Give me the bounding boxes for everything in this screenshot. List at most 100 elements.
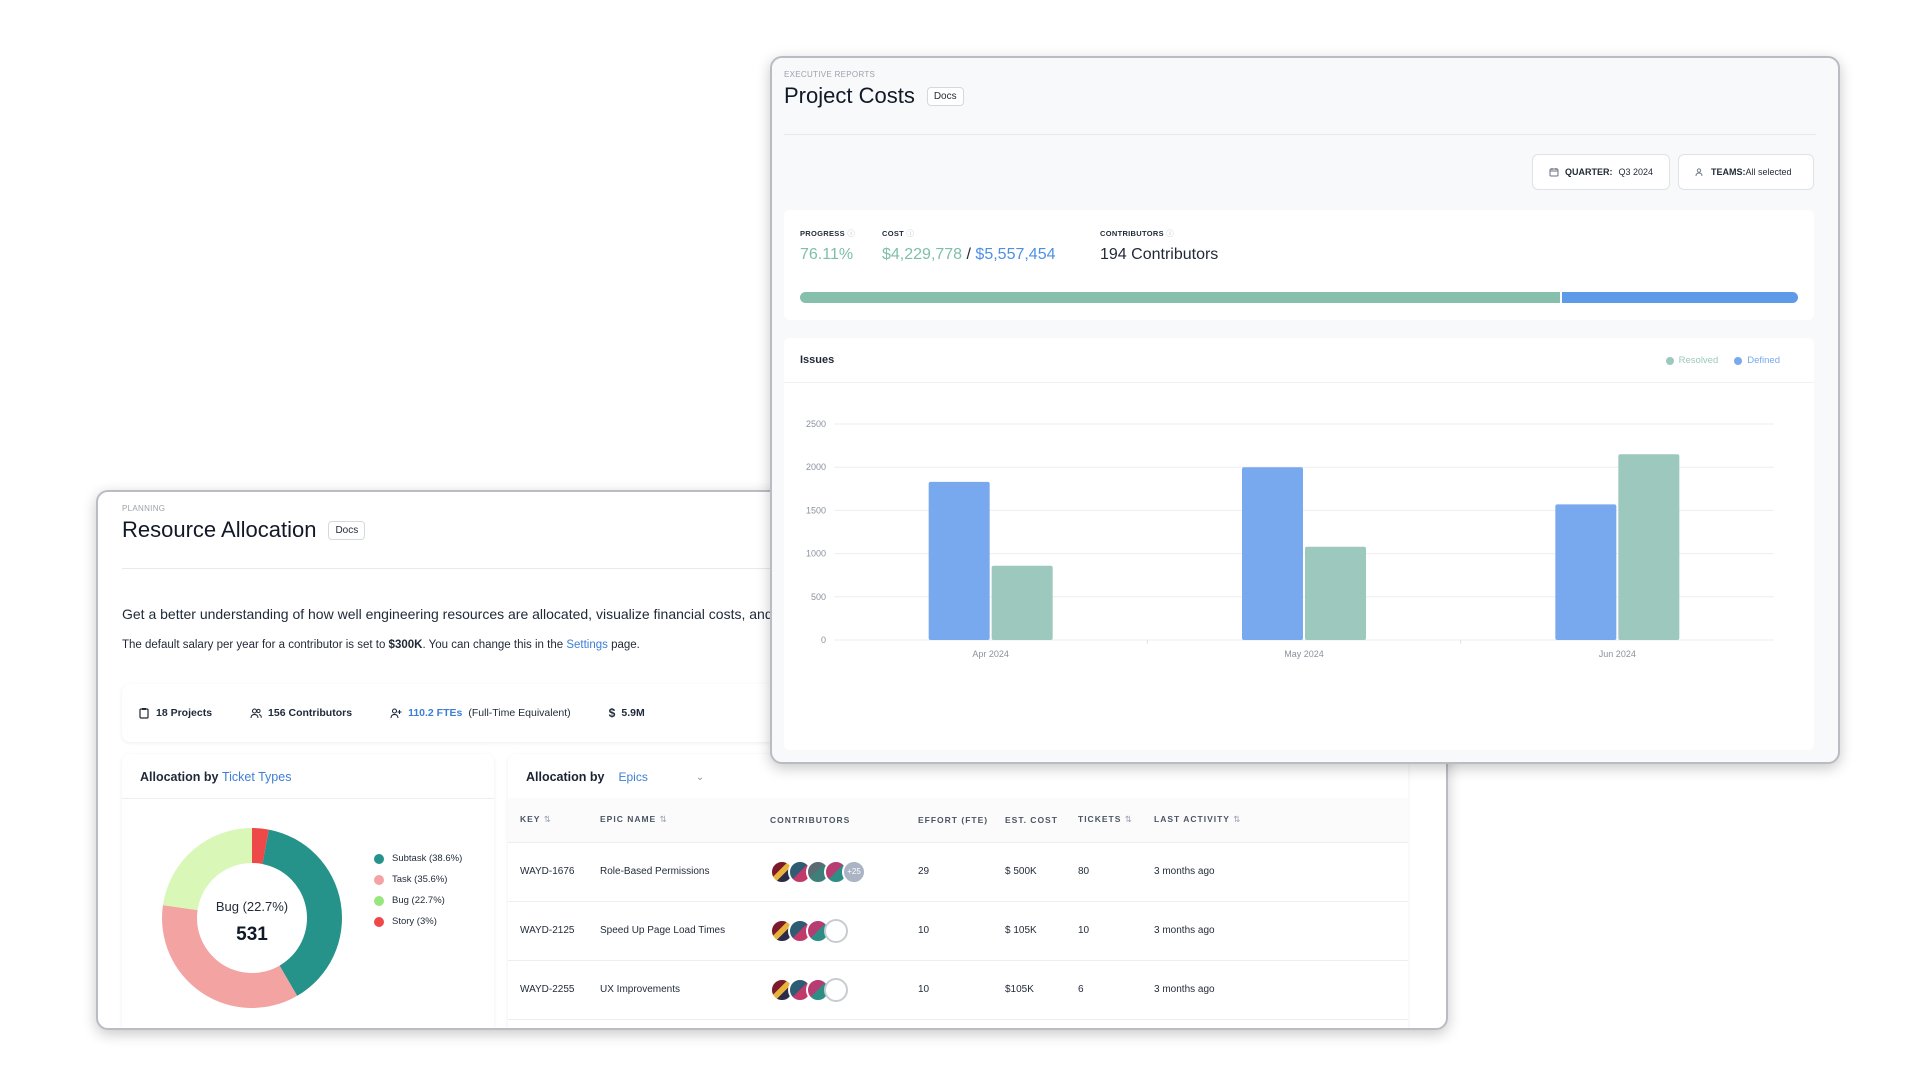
info-icon[interactable]: ⓘ [1166,229,1175,238]
avatar-group[interactable] [770,977,906,1002]
epic-card-title: Allocation by [526,770,605,784]
bar-defined-jun-2024[interactable] [1555,504,1617,640]
quarter-label: QUARTER: [1564,167,1613,177]
info-icon[interactable]: ⓘ [906,229,915,238]
summary-card: PROGRESS ⓘ 76.11% COST ⓘ $4,229,778 / $5… [784,210,1814,320]
contributors-cell [758,901,906,961]
salary-prefix: The default salary per year for a contri… [122,639,389,651]
donut-slice-bug[interactable] [162,828,252,911]
contributors-cell [758,960,906,1020]
avatar-more-count[interactable]: +25 [842,859,866,884]
docs-button[interactable]: Docs [328,520,366,540]
table-row[interactable]: WAYD-2255 UX Improvements 10 $105K 6 3 m… [508,960,1408,1020]
page-title: Project Costs [784,83,915,108]
settings-link[interactable]: Settings [566,639,608,651]
legend-dot [374,895,384,906]
cost-total: $5,557,454 [975,246,1056,263]
progress-bar [800,292,1798,303]
legend-defined[interactable]: Defined [1734,355,1780,366]
sort-icon: ⇅ [543,814,551,825]
ticket-types-link[interactable]: Ticket Types [221,770,292,784]
cost-value: $4,229,778 / $5,557,454 [882,246,1056,264]
avatar-group[interactable] [770,918,906,943]
legend-item[interactable]: Subtask (38.6%) [374,848,462,869]
cost-label-text: COST [882,229,905,238]
avatar-group[interactable]: +25 [770,859,906,884]
legend-item[interactable]: Task (35.6%) [374,869,462,890]
donut-slice-task[interactable] [162,905,298,1008]
x-tick-label: Jun 2024 [1599,649,1636,659]
ticket-legend: Subtask (38.6%) Task (35.6%) Bug (22.7%)… [374,848,462,932]
legend-dot [374,916,384,927]
legend-resolved[interactable]: Resolved [1665,355,1718,366]
table-row[interactable]: WAYD-1676 Role-Based Permissions +25 29 … [508,842,1408,902]
col-key-label: KEY [520,814,541,825]
ticket-type-card: Allocation by Ticket Types Bug (22.7%) 5… [122,754,494,1028]
issues-bar-chart: 0 500 1000 1500 2000 2500 Apr 2024 May 2024 Jun … [806,419,1774,659]
stat-ftes: 110.2 FTEs (Full-Time Equivalent) [390,707,571,719]
epic-name: UX Improvements [588,960,758,1020]
y-tick-label: 1000 [806,549,826,559]
group-by-select[interactable]: Epics ⌄ [618,770,704,784]
epic-name: Role-Based Permissions [588,842,758,902]
quarter-filter-button[interactable]: QUARTER: Q3 2024 [1532,154,1670,190]
bar-resolved-may-2024[interactable] [1305,546,1366,640]
contributors-value: 194 Contributors [1100,246,1219,263]
col-effort: EFFORT (FTE) [906,798,993,843]
y-tick-label: 2000 [806,462,826,472]
salary-middle: . You can change this in the [422,639,567,651]
epic-name: Speed Up Page Load Times [588,901,758,961]
stat-projects-text: 18 Projects [156,707,213,719]
col-est-cost-label: EST. COST [1005,814,1058,825]
epic-key: WAYD-1676 [508,842,588,902]
contributors-label: CONTRIBUTORS ⓘ [1100,228,1174,239]
teams-label: TEAMS: [1711,167,1746,177]
col-contributors: CONTRIBUTORS [758,798,906,843]
col-key[interactable]: KEY ⇅ [508,798,588,843]
bar-defined-may-2024[interactable] [1242,467,1303,640]
donut-center-value: 531 [236,924,268,945]
pc-section-label: EXECUTIVE REPORTS [784,70,876,79]
col-effort-label: EFFORT (FTE) [918,814,989,825]
bar-resolved-jun-2024[interactable] [1618,454,1680,640]
donut-slice-story[interactable] [251,828,269,864]
ra-section-label: PLANNING [122,504,166,513]
bar-defined-apr-2024[interactable] [928,481,990,640]
teams-filter-button[interactable]: TEAMS: All selected [1678,154,1814,190]
col-est-cost: EST. COST [993,798,1066,843]
bar-resolved-apr-2024[interactable] [991,565,1053,640]
col-contributors-label: CONTRIBUTORS [770,814,851,825]
table-row[interactable]: WAYD-2125 Speed Up Page Load Times 10 $ … [508,901,1408,961]
stat-contributors-text: 156 Contributors [268,707,353,719]
col-last-activity[interactable]: LAST ACTIVITY ⇅ [1142,798,1408,843]
sort-icon: ⇅ [659,814,667,825]
progress-bar-fill [800,292,1560,303]
info-icon[interactable]: ⓘ [847,229,856,238]
col-tickets[interactable]: TICKETS ⇅ [1066,798,1142,843]
quarter-value: Q3 2024 [1618,167,1653,177]
epic-cost: $105K [993,960,1066,1020]
col-last-activity-label: LAST ACTIVITY [1154,814,1230,825]
users-icon [250,708,262,719]
x-tick-label: May 2024 [1284,649,1324,659]
legend-item[interactable]: Bug (22.7%) [374,890,462,911]
y-tick-label: 1500 [806,505,826,515]
stat-cost-text: 5.9M [621,707,645,719]
ticket-donut-chart: Bug (22.7%) 531 [162,828,343,1008]
donut-slice-subtask[interactable] [262,829,343,996]
teams-value: All selected [1745,167,1792,177]
stat-cost: $ 5.9M [609,706,645,720]
stat-ftes-link[interactable]: 110.2 FTEs [408,707,463,719]
docs-button[interactable]: Docs [926,86,964,106]
col-epic-name[interactable]: EPIC NAME ⇅ [588,798,758,843]
contributors-cell: +25 [758,842,906,902]
intro-text: Get a better understanding of how well e… [122,606,773,622]
cost-label: COST ⓘ [882,228,914,239]
ticket-card-title-prefix: Allocation by [140,770,219,784]
legend-item[interactable]: Story (3%) [374,911,462,932]
progress-label-text: PROGRESS [800,229,845,238]
epic-activity: 3 months ago [1142,960,1408,1020]
x-tick-label: Apr 2024 [972,649,1009,659]
chevron-down-icon: ⌄ [695,771,705,783]
issues-chart-card: Issues Resolved Defined 0 500 1000 1500 2000… [784,338,1814,750]
